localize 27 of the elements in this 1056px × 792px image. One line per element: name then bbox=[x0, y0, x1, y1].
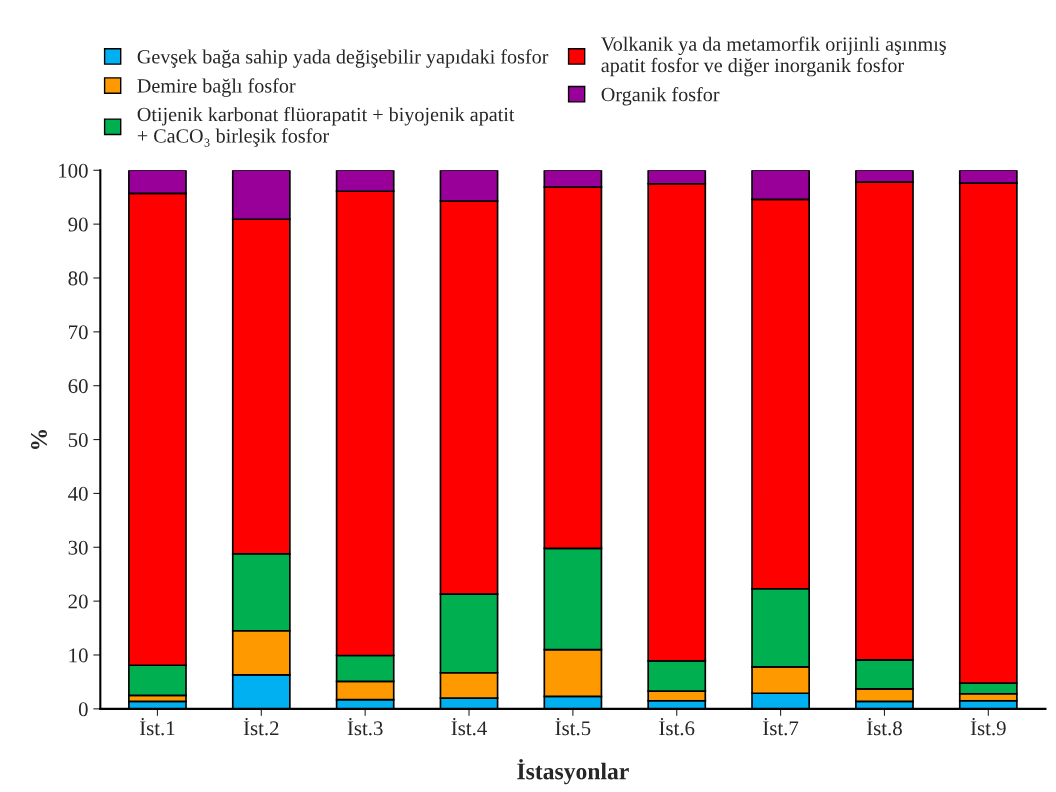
x-axis-title: İstasyonlar bbox=[517, 758, 629, 785]
x-tick-label: İst.9 bbox=[970, 717, 1006, 736]
y-tick-label: 10 bbox=[69, 648, 88, 663]
y-tick-label: 100 bbox=[59, 163, 88, 178]
y-tick-label: 20 bbox=[68, 594, 88, 609]
x-tick-label: İst.5 bbox=[555, 717, 591, 736]
legend-label: Volkanik ya da metamorfik orijinli aşınmış apatit fosfor ve diğer inorganik fosfor bbox=[601, 36, 946, 77]
y-tick-label: 0 bbox=[78, 702, 88, 717]
x-tick-label: İst.1 bbox=[139, 717, 175, 736]
x-tick-label: İst.2 bbox=[243, 717, 279, 736]
y-tick-label: 50 bbox=[68, 432, 88, 447]
y-axis-title: % bbox=[30, 429, 47, 449]
y-tick-label: 30 bbox=[68, 540, 88, 555]
y-tick-label: 40 bbox=[68, 486, 88, 501]
x-tick-label: İst.4 bbox=[451, 717, 487, 736]
x-tick-label: İst.6 bbox=[659, 717, 695, 736]
y-tick-label: 90 bbox=[68, 217, 88, 232]
legend-label: Organik fosfor bbox=[601, 86, 720, 106]
legend-label: Otijenik karbonat flüorapatit + biyojenik apatit + CaCO₃ birleşik fosfor bbox=[137, 106, 515, 147]
y-tick-label: 70 bbox=[69, 325, 88, 340]
x-tick-label: İst.7 bbox=[763, 717, 799, 736]
legend-label: Demire bağlı fosfor bbox=[137, 78, 296, 97]
y-tick-label: 60 bbox=[68, 379, 88, 394]
y-tick-label: 80 bbox=[68, 271, 88, 286]
x-tick-label: İst.3 bbox=[347, 717, 383, 736]
x-tick-label: İst.8 bbox=[866, 717, 902, 736]
legend-label: Gevşek bağa sahip yada değişebilir yapıdaki fosfor bbox=[137, 49, 549, 68]
